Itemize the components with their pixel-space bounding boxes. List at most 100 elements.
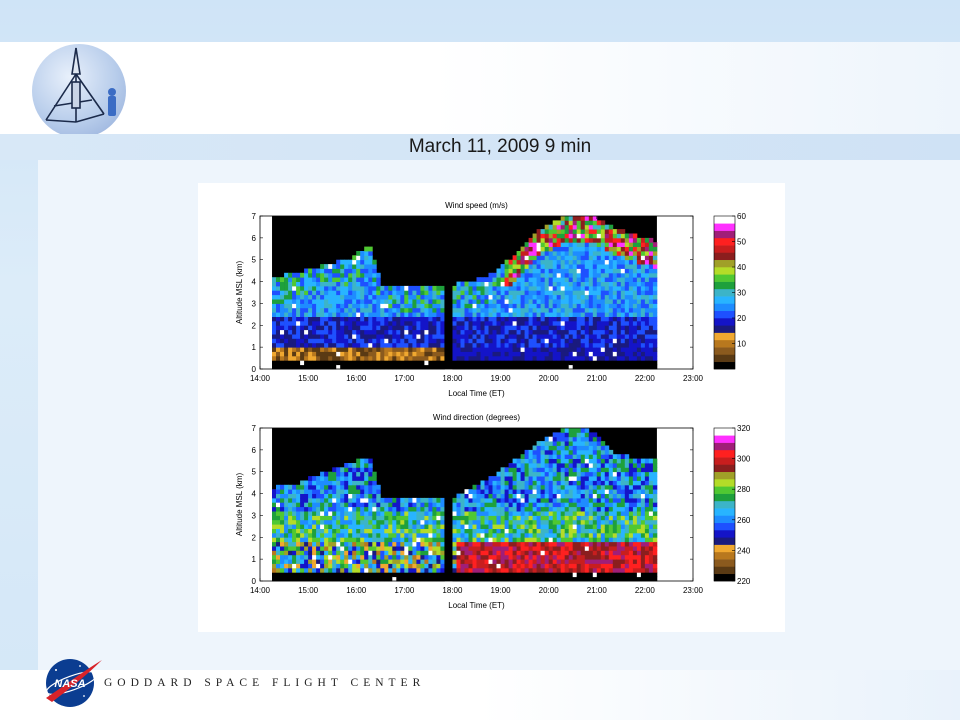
heatmap-cell [488,519,493,525]
heatmap-cell [376,307,381,313]
heatmap-cell [312,528,317,534]
heatmap-cell [316,325,321,331]
heatmap-cell [500,515,505,521]
heatmap-cell [560,320,566,326]
heatmap-cell [316,572,321,578]
heatmap-cell [632,519,638,525]
heatmap-cell [564,528,570,534]
heatmap-cell [312,576,317,582]
heatmap-cell [464,290,469,296]
heatmap-cell [592,233,598,239]
heatmap-cell [476,307,481,313]
heatmap-cell [360,550,365,556]
heatmap-cell [632,347,638,352]
heatmap-cell [628,502,634,508]
heatmap-cell [644,532,650,538]
heatmap-cell [556,546,562,551]
heatmap-cell [532,554,537,560]
heatmap-cell [392,572,397,578]
heatmap-cell [496,294,501,300]
heatmap-cell [564,338,570,344]
heatmap-cell [412,524,417,529]
heatmap-cell [576,224,582,230]
heatmap-cell [592,259,598,265]
heatmap-cell [648,506,654,512]
heatmap-cell [540,255,545,261]
heatmap-cell [592,506,598,512]
heatmap-cell [564,480,570,486]
heatmap-cell [544,268,550,274]
heatmap-cell [536,299,541,304]
heatmap-cell [392,347,397,352]
heatmap-cell [576,347,582,352]
heatmap-cell [476,515,481,521]
heatmap-cell [644,338,650,344]
heatmap-cell [580,233,586,239]
heatmap-cell [620,467,626,473]
heatmap-cell [480,338,485,344]
heatmap-cell [288,347,293,352]
heatmap-cell [580,299,586,304]
heatmap-cell [568,251,574,256]
heatmap-cell [512,546,517,551]
heatmap-cell [500,316,505,322]
heatmap-cell [532,537,537,543]
heatmap-cell [292,355,297,361]
heatmap-cell [388,299,393,304]
heatmap-cell [304,506,309,512]
heatmap-cell [588,541,594,547]
heatmap-cell [548,299,554,304]
heatmap-cell [608,528,614,534]
heatmap-cell [284,489,289,494]
heatmap-cell [608,563,614,569]
heatmap-cell [524,272,529,278]
heatmap-cell [556,364,562,370]
heatmap-cell [528,506,533,512]
heatmap-cell [552,471,558,477]
heatmap-cell [356,563,361,569]
heatmap-cell [360,272,365,278]
heatmap-cell [568,484,574,490]
heatmap-cell [420,342,425,348]
heatmap-cell [532,338,537,344]
heatmap-cell [396,299,401,304]
heatmap-cell [328,532,333,538]
heatmap-cell [360,506,365,512]
heatmap-cell [280,502,285,508]
heatmap-cell [364,506,369,512]
heatmap-cell [552,528,558,534]
heatmap-cell [560,259,566,265]
heatmap-cell [360,559,365,564]
heatmap-cell [404,532,409,538]
heatmap-cell [624,360,630,366]
heatmap-cell [380,347,385,352]
heatmap-cell [544,224,550,230]
heatmap-cell [372,338,377,344]
heatmap-cell [644,320,650,326]
heatmap-cell [528,334,533,339]
heatmap-cell [372,563,377,569]
heatmap-cell [356,285,361,291]
heatmap-cell [380,559,385,564]
heatmap-cell [312,532,317,538]
heatmap-cell [396,532,401,538]
heatmap-cell [576,559,582,564]
heatmap-cell [328,312,333,317]
heatmap-cell [616,563,622,569]
heatmap-cell [532,355,537,361]
heatmap-cell [412,342,417,348]
heatmap-cell [612,299,618,304]
heatmap-cell [348,528,353,534]
heatmap-cell [300,550,305,556]
heatmap-cell [624,471,630,477]
heatmap-cell [452,325,457,331]
heatmap-cell [556,329,562,335]
heatmap-cell [620,454,626,459]
heatmap-cell [580,307,586,313]
heatmap-cell [612,563,618,569]
heatmap-cell [592,342,598,348]
heatmap-cell [400,294,405,300]
heatmap-cell [580,554,586,560]
heatmap-cell [308,364,313,370]
heatmap-cell [540,338,545,344]
